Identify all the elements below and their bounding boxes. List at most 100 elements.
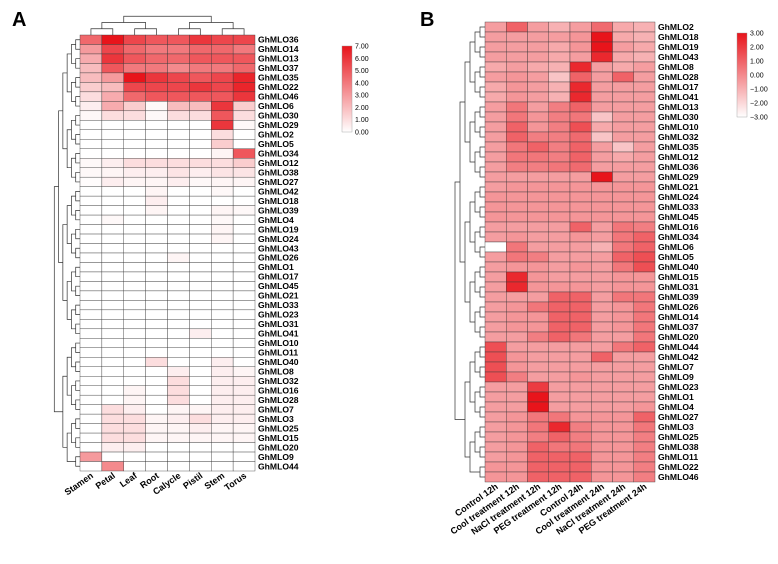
heatmap-cell: [167, 309, 190, 320]
heatmap-cell: [591, 171, 613, 183]
colorbar-tick-label: −3.00: [750, 115, 768, 122]
heatmap-cell: [569, 251, 592, 263]
heatmap-cell: [548, 201, 571, 213]
colorbar-gradient: [736, 32, 748, 118]
heatmap-cell: [232, 442, 256, 453]
heatmap-cell: [145, 442, 168, 453]
heatmap-cell: [612, 171, 634, 183]
row-label: GhMLO42: [258, 186, 299, 196]
heatmap-cell: [612, 371, 634, 383]
row-label: GhMLO27: [258, 177, 299, 187]
heatmap-cell: [527, 91, 549, 103]
heatmap-cell: [123, 53, 146, 64]
heatmap-cell: [189, 120, 212, 130]
heatmap-cell: [527, 431, 549, 443]
heatmap-cell: [633, 381, 656, 393]
heatmap-cell: [232, 120, 256, 130]
heatmap-cell: [506, 241, 528, 253]
heatmap-cell: [167, 101, 190, 112]
heatmap-cell: [612, 361, 634, 373]
heatmap-cell: [167, 129, 190, 140]
heatmap-cell: [506, 51, 528, 63]
heatmap-cell: [211, 394, 234, 405]
heatmap-cell: [591, 261, 613, 273]
row-label: GhMLO19: [258, 224, 299, 234]
heatmap-cell: [633, 101, 656, 113]
row-label: GhMLO37: [658, 322, 699, 332]
heatmap-cell: [167, 262, 190, 273]
heatmap-cell: [189, 442, 212, 453]
heatmap-cell: [232, 300, 256, 311]
heatmap-cell: [633, 371, 656, 383]
heatmap-cell: [189, 262, 212, 273]
heatmap-cell: [484, 211, 507, 223]
heatmap-cell: [569, 161, 592, 173]
heatmap-cell: [79, 72, 103, 83]
heatmap-cell: [167, 423, 190, 434]
heatmap-cell: [101, 252, 124, 263]
heatmap-cell: [101, 233, 124, 244]
heatmap-cell: [548, 231, 571, 243]
heatmap-cell: [527, 211, 549, 223]
column-dendrogram: [90, 15, 245, 35]
heatmap-cell: [484, 131, 507, 143]
heatmap-cell: [612, 251, 634, 263]
heatmap-cell: [79, 186, 103, 197]
heatmap-cell: [506, 391, 528, 403]
heatmap-cell: [211, 376, 234, 386]
heatmap-cell: [506, 271, 528, 283]
heatmap-cell: [591, 81, 613, 93]
heatmap-cell: [484, 351, 507, 363]
heatmap-cell: [569, 361, 592, 373]
heatmap-cell: [612, 211, 634, 223]
heatmap-cell: [211, 281, 234, 292]
heatmap-cell: [211, 309, 234, 320]
heatmap-cell: [506, 381, 528, 393]
heatmap-cell: [484, 141, 507, 153]
row-label: GhMLO40: [658, 262, 699, 272]
heatmap-cell: [232, 82, 256, 93]
heatmap-cell: [506, 141, 528, 153]
heatmap-cell: [79, 319, 103, 330]
heatmap-cell: [123, 158, 146, 168]
heatmap-cell: [211, 205, 234, 216]
heatmap-cell: [145, 233, 168, 244]
heatmap-cell: [145, 347, 168, 358]
heatmap-cell: [145, 63, 168, 74]
heatmap-cell: [484, 381, 507, 393]
heatmap-cell: [145, 423, 168, 434]
heatmap-cell: [79, 139, 103, 149]
row-label: GhMLO35: [258, 73, 299, 83]
heatmap-cell: [79, 451, 103, 462]
heatmap-cell: [167, 195, 190, 206]
heatmap-cell: [591, 271, 613, 283]
column-label: Torus: [223, 470, 249, 492]
heatmap-cell: [569, 41, 592, 53]
heatmap-cell: [527, 341, 549, 353]
heatmap-cell: [612, 51, 634, 63]
heatmap-cell: [612, 181, 634, 193]
heatmap-cell: [506, 191, 528, 203]
row-label: GhMLO9: [658, 372, 694, 382]
heatmap-cell: [189, 139, 212, 149]
heatmap-cell: [591, 151, 613, 163]
heatmap-cell: [506, 211, 528, 223]
row-label: GhMLO31: [258, 319, 299, 329]
heatmap-cell: [123, 214, 146, 225]
heatmap-cell: [232, 195, 256, 206]
row-label: GhMLO12: [658, 152, 699, 162]
heatmap-cell: [548, 161, 571, 173]
heatmap-cell: [101, 214, 124, 225]
heatmap-cell: [506, 261, 528, 273]
heatmap-cell: [232, 281, 256, 292]
heatmap-cell: [527, 271, 549, 283]
heatmap-cell: [633, 31, 656, 43]
heatmap-cell: [548, 311, 571, 323]
row-label: GhMLO6: [258, 101, 294, 111]
heatmap-cell: [591, 61, 613, 73]
heatmap-cell: [612, 331, 634, 343]
heatmap-cell: [145, 101, 168, 112]
heatmap-cell: [633, 181, 656, 193]
heatmap-cell: [101, 413, 124, 424]
row-label: GhMLO41: [658, 92, 699, 102]
